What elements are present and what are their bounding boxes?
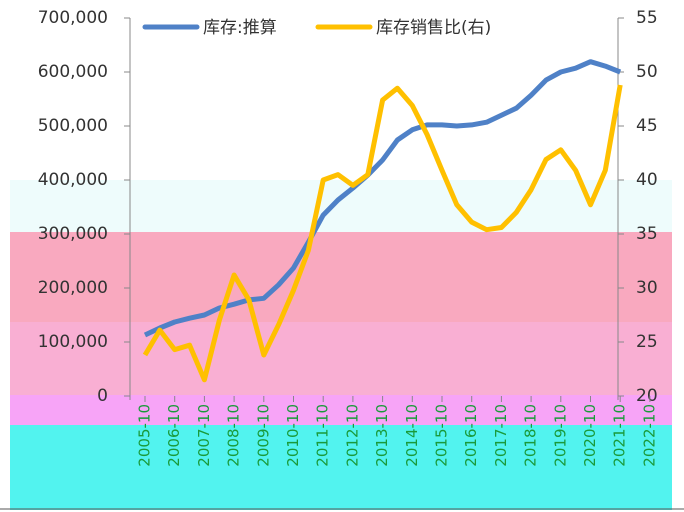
overlay bbox=[10, 180, 672, 232]
x-tick-label: 2011-10 bbox=[314, 404, 332, 467]
x-tick-label: 2015-10 bbox=[433, 404, 451, 467]
y-tick-label: 300,000 bbox=[38, 224, 108, 244]
overlay bbox=[10, 232, 672, 322]
y2-tick-label: 25 bbox=[636, 332, 658, 352]
x-tick-label: 2009-10 bbox=[254, 404, 272, 467]
x-tick-label: 2017-10 bbox=[492, 404, 510, 467]
x-tick-label: 2005-10 bbox=[136, 404, 154, 467]
y-tick-label: 600,000 bbox=[38, 62, 108, 82]
overlay bbox=[10, 322, 672, 395]
y-tick-label: 0 bbox=[97, 386, 108, 406]
x-tick-label: 2019-10 bbox=[551, 404, 569, 467]
x-tick-label: 2006-10 bbox=[165, 404, 183, 467]
y-tick-label: 500,000 bbox=[38, 116, 108, 136]
y-tick-label: 700,000 bbox=[38, 8, 108, 28]
overlay bbox=[10, 425, 672, 510]
x-tick-label: 2020-10 bbox=[581, 404, 599, 467]
legend-label: 库存:推算 bbox=[203, 18, 277, 38]
y2-tick-label: 40 bbox=[636, 170, 658, 190]
y-tick-label: 400,000 bbox=[38, 170, 108, 190]
y2-tick-label: 55 bbox=[636, 8, 658, 28]
x-tick-label: 2022-10 bbox=[640, 404, 658, 467]
x-tick-label: 2010-10 bbox=[284, 404, 302, 467]
x-tick-label: 2012-10 bbox=[343, 404, 361, 467]
series-line bbox=[142, 84, 623, 383]
y2-tick-label: 50 bbox=[636, 62, 658, 82]
y2-tick-label: 20 bbox=[636, 386, 658, 406]
overlay bbox=[10, 395, 672, 425]
y2-tick-label: 35 bbox=[636, 224, 658, 244]
y-tick-label: 100,000 bbox=[38, 332, 108, 352]
y2-tick-label: 30 bbox=[636, 278, 658, 298]
x-tick-label: 2014-10 bbox=[403, 404, 421, 467]
x-tick-label: 2018-10 bbox=[522, 404, 540, 467]
x-tick-label: 2021-10 bbox=[611, 404, 629, 467]
x-tick-label: 2016-10 bbox=[462, 404, 480, 467]
y-tick-label: 200,000 bbox=[38, 278, 108, 298]
y2-tick-label: 45 bbox=[636, 116, 658, 136]
x-tick-label: 2008-10 bbox=[225, 404, 243, 467]
x-tick-label: 2007-10 bbox=[195, 404, 213, 467]
legend-label: 库存销售比(右) bbox=[376, 18, 491, 38]
x-tick-label: 2013-10 bbox=[373, 404, 391, 467]
